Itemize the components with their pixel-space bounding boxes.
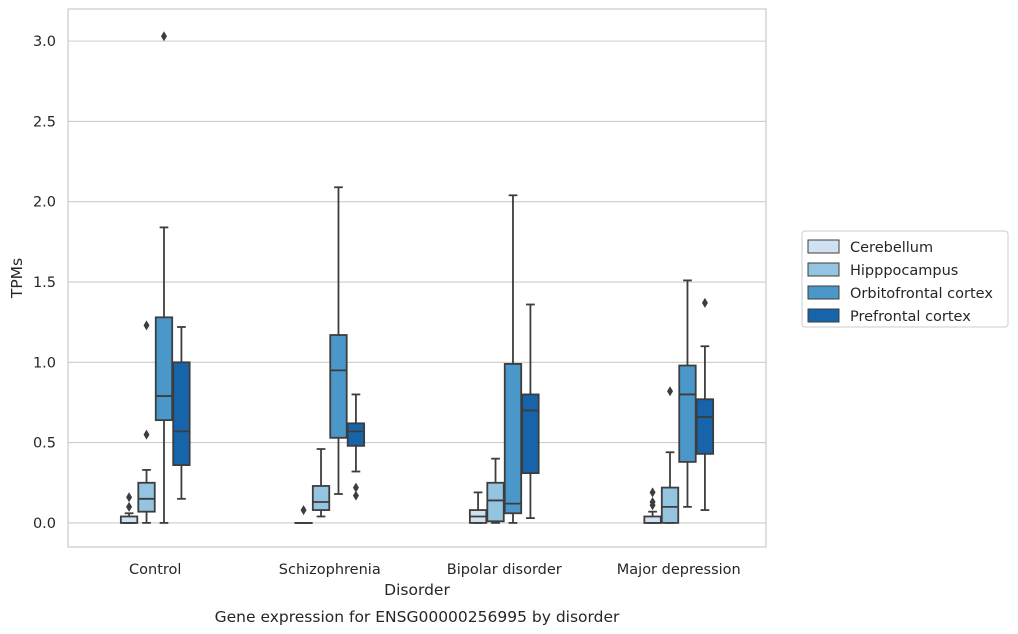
box-2-3 [678, 279, 697, 508]
box-1-1 [311, 448, 331, 518]
figure-caption: Gene expression for ENSG00000256995 by d… [215, 608, 620, 626]
legend-label: Cerebellum [850, 240, 933, 256]
y-tick-label: 2.5 [33, 114, 56, 130]
outlier-point [300, 505, 307, 516]
legend-swatch [807, 239, 840, 254]
outlier-point [667, 386, 674, 397]
box-0-0 [119, 492, 139, 524]
x-axis-label: Disorder [384, 581, 450, 599]
box-2-1 [329, 186, 348, 495]
y-tick-label: 0.5 [33, 436, 56, 452]
box-3-1 [346, 393, 366, 501]
legend-swatch [807, 308, 840, 323]
legend-swatch [807, 262, 840, 277]
box-iqr [521, 393, 540, 475]
outlier-point [649, 497, 656, 508]
y-tick-labels: 0.0 0.5 1.0 1.5 2.0 2.5 3.0 [33, 34, 56, 532]
outlier-point [352, 482, 359, 493]
box-iqr [311, 485, 331, 511]
box-0-1 [294, 505, 313, 524]
outlier-point [649, 487, 656, 498]
box-3-0 [172, 326, 191, 500]
outlier-point [701, 297, 708, 308]
x-tick-label: Major depression [617, 562, 741, 578]
box-0-3 [643, 487, 662, 524]
box-iqr [503, 363, 523, 515]
box-iqr [346, 422, 366, 447]
legend-label: Prefrontal cortex [850, 309, 971, 325]
box-1-2 [486, 457, 505, 524]
y-axis-label: TPMs [8, 258, 26, 299]
x-tick-labels: Control Schizophrenia Bipolar disorder Majo… [129, 562, 741, 578]
legend: Cerebellum Hipppocampus Orbitofrontal cort… [801, 230, 1009, 328]
legend-frame [801, 230, 1009, 328]
x-tick-label: Bipolar disorder [447, 562, 562, 578]
outlier-point [143, 320, 150, 331]
box-2-2 [503, 194, 523, 524]
y-tick-label: 2.0 [33, 195, 56, 211]
box-iqr [678, 364, 697, 463]
box-2-0 [154, 31, 174, 524]
outlier-point [126, 501, 133, 512]
box-1-3 [660, 386, 680, 524]
outlier-point [126, 492, 133, 503]
box-iqr [486, 481, 505, 523]
x-tick-label: Schizophrenia [279, 562, 381, 578]
x-tick-label: Control [129, 562, 181, 578]
box-iqr [329, 334, 348, 439]
box-iqr [695, 398, 715, 455]
plot-frame [67, 8, 767, 548]
box-3-3 [695, 297, 715, 511]
box-iqr [137, 481, 156, 513]
y-tick-label: 1.0 [33, 355, 56, 371]
box-iqr [119, 515, 139, 524]
legend-swatch [807, 285, 840, 300]
box-iqr [643, 515, 662, 524]
box-0-2 [468, 491, 488, 524]
y-tick-label: 1.5 [33, 275, 56, 291]
outlier-point [143, 429, 150, 440]
legend-label: Hipppocampus [850, 263, 958, 279]
y-tick-label: 0.0 [33, 516, 56, 532]
y-tick-label: 3.0 [33, 34, 56, 50]
box-1-0 [137, 320, 156, 524]
legend-label: Orbitofrontal cortex [850, 286, 993, 302]
outlier-point [352, 490, 359, 501]
outlier-point [160, 31, 167, 42]
box-iqr [660, 486, 680, 524]
box-iqr [154, 316, 174, 422]
box-groups [119, 31, 715, 524]
box-3-2 [521, 303, 540, 519]
box-iqr [172, 361, 191, 466]
